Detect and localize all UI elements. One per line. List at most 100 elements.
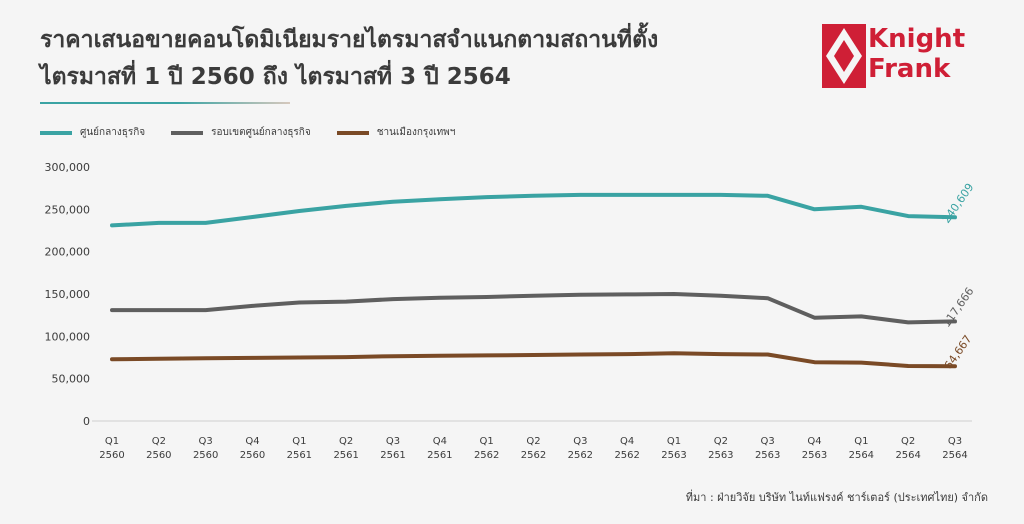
- x-tick-quarter: Q4: [245, 436, 259, 447]
- series-point-2: [578, 353, 582, 357]
- series-point-0: [813, 207, 816, 211]
- series-point-0: [344, 204, 348, 208]
- x-tick-quarter: Q2: [526, 436, 540, 447]
- end-data-label-1: 117,666: [940, 285, 977, 330]
- x-tick-year: 2560: [193, 450, 218, 461]
- series-point-0: [297, 209, 301, 213]
- x-tick-year: 2562: [568, 450, 593, 461]
- series-point-0: [485, 195, 489, 199]
- y-tick-label: 300,000: [45, 161, 91, 174]
- brand-wordmark: Knight Frank: [868, 24, 965, 84]
- x-tick-year: 2564: [849, 450, 874, 461]
- series-point-2: [906, 364, 910, 368]
- end-data-label-0: 240,609: [940, 181, 977, 226]
- source-note: ที่มา : ฝ่ายวิจัย บริษัท ไนท์แฟรงค์ ชาร์…: [685, 491, 988, 504]
- series-point-0: [391, 200, 395, 204]
- x-tick-quarter: Q4: [620, 436, 634, 447]
- x-tick-quarter: Q3: [948, 436, 962, 447]
- chart-title-line1: ราคาเสนอขายคอนโดมิเนียมรายไตรมาสจำแนกตาม…: [40, 27, 659, 53]
- series-point-0: [204, 221, 208, 225]
- x-tick-year: 2562: [474, 450, 499, 461]
- x-tick-quarter: Q2: [714, 436, 728, 447]
- y-tick-label: 200,000: [45, 246, 91, 259]
- end-data-label-2: 64,667: [942, 333, 975, 372]
- x-tick-year: 2560: [240, 450, 265, 461]
- x-tick-year: 2564: [895, 450, 920, 461]
- knight-frank-logo-icon: [822, 24, 866, 88]
- x-tick-year: 2563: [708, 450, 733, 461]
- legend-label-fringe: รอบเขตศูนย์กลางธุรกิจ: [211, 127, 311, 138]
- x-tick-year: 2560: [146, 450, 171, 461]
- series-point-1: [906, 320, 910, 324]
- series-point-2: [157, 357, 161, 361]
- series-point-1: [110, 308, 114, 312]
- x-tick-quarter: Q4: [807, 436, 821, 447]
- series-point-0: [719, 193, 723, 197]
- series-point-1: [578, 293, 582, 297]
- series-point-2: [251, 356, 254, 360]
- series-point-1: [391, 297, 395, 301]
- x-tick-year: 2561: [287, 450, 312, 461]
- series-point-1: [625, 292, 629, 296]
- series-point-1: [813, 316, 816, 320]
- series-point-1: [719, 294, 723, 298]
- x-tick-quarter: Q3: [386, 436, 400, 447]
- chart-title: ราคาเสนอขายคอนโดมิเนียมรายไตรมาสจำแนกตาม…: [40, 22, 740, 96]
- x-tick-quarter: Q1: [105, 436, 119, 447]
- legend-item-cbd: ศูนย์กลางธุรกิจ: [40, 125, 145, 140]
- series-point-0: [906, 214, 910, 218]
- series-point-2: [672, 351, 676, 355]
- series-point-1: [297, 300, 301, 304]
- series-point-0: [157, 221, 161, 225]
- x-tick-quarter: Q3: [573, 436, 587, 447]
- series-point-1: [672, 292, 676, 296]
- series-point-0: [672, 193, 676, 197]
- x-tick-quarter: Q1: [854, 436, 868, 447]
- series-point-2: [859, 361, 863, 365]
- x-tick-quarter: Q1: [480, 436, 494, 447]
- legend-swatch-suburban: [336, 130, 369, 135]
- series-point-0: [578, 193, 582, 197]
- brand-line1: Knight: [868, 24, 966, 54]
- x-tick-quarter: Q3: [199, 436, 213, 447]
- series-point-1: [532, 294, 535, 298]
- title-underline: [40, 102, 290, 104]
- series-point-1: [859, 314, 863, 318]
- series-point-1: [953, 319, 957, 323]
- series-point-2: [625, 352, 629, 356]
- series-point-0: [438, 197, 442, 201]
- brand-line2: Frank: [868, 54, 951, 84]
- x-tick-year: 2563: [802, 450, 827, 461]
- series-point-2: [204, 356, 208, 360]
- x-tick-quarter: Q2: [901, 436, 915, 447]
- series-point-1: [251, 304, 254, 308]
- series-point-2: [297, 356, 301, 359]
- x-tick-year: 2560: [99, 450, 124, 461]
- x-tick-quarter: Q3: [761, 436, 775, 447]
- series-line-0: [110, 192, 957, 228]
- y-tick-label: 150,000: [45, 288, 91, 301]
- x-tick-quarter: Q2: [339, 436, 353, 447]
- series-point-2: [485, 353, 489, 357]
- y-tick-label: 100,000: [45, 330, 91, 343]
- x-tick-year: 2564: [942, 450, 967, 461]
- series-line-1: [110, 292, 957, 325]
- series-point-0: [110, 223, 114, 227]
- legend-swatch-cbd: [40, 130, 72, 135]
- x-tick-year: 2561: [380, 450, 405, 461]
- series-point-1: [157, 308, 161, 312]
- series-point-1: [344, 300, 348, 304]
- x-tick-year: 2563: [755, 450, 780, 461]
- y-tick-label: 250,000: [45, 203, 91, 216]
- series-point-2: [344, 355, 348, 359]
- chart-legend: ศูนย์กลางธุรกิจ รอบเขตศูนย์กลางธุรกิจ ชา…: [40, 125, 481, 140]
- x-tick-year: 2561: [333, 450, 358, 461]
- legend-swatch-fringe: [171, 130, 204, 135]
- legend-item-suburban: ชานเมืองกรุงเทพฯ: [336, 125, 455, 140]
- series-point-0: [251, 215, 254, 219]
- series-point-0: [859, 205, 863, 209]
- series-point-0: [766, 194, 770, 198]
- series-point-2: [391, 354, 395, 358]
- y-tick-label: 50,000: [52, 373, 91, 386]
